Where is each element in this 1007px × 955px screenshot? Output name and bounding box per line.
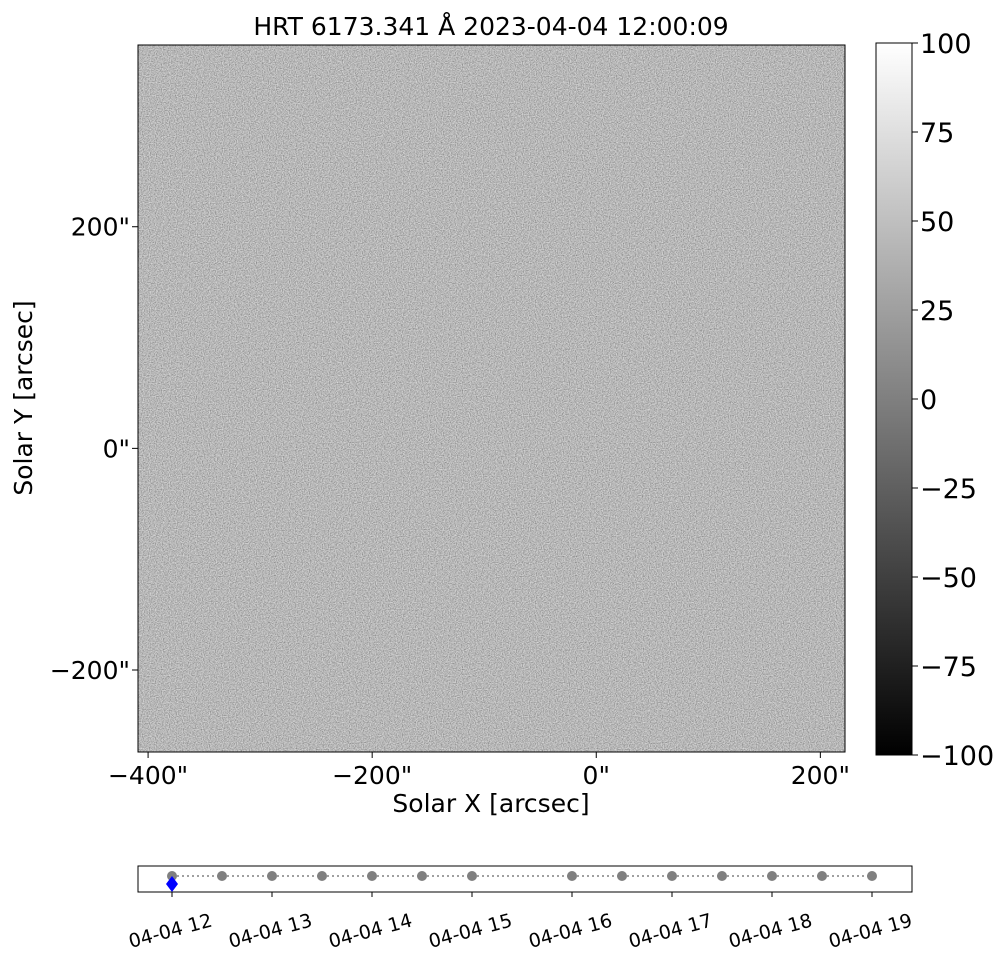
colorbar-tick-label: −100 xyxy=(920,741,994,772)
timeline-tick-label: 04-04 19 xyxy=(826,910,914,953)
colorbar xyxy=(875,42,913,756)
y-tick-label: 0" xyxy=(103,434,130,463)
timeline-point[interactable] xyxy=(467,871,477,881)
timeline-point[interactable] xyxy=(317,871,327,881)
timeline-point[interactable] xyxy=(617,871,627,881)
timeline-point[interactable] xyxy=(867,871,877,881)
selected-marker xyxy=(166,876,178,892)
x-tick-label: 0" xyxy=(583,761,610,790)
timeline-frame xyxy=(137,865,913,893)
y-tick-label: −200" xyxy=(50,656,130,685)
timeline-point[interactable] xyxy=(367,871,377,881)
chart-title: HRT 6173.341 Å 2023-04-04 12:00:09 xyxy=(253,12,728,41)
timeline-tick-label: 04-04 14 xyxy=(326,910,414,953)
timeline-tick-label: 04-04 18 xyxy=(726,910,814,953)
timeline-point[interactable] xyxy=(417,871,427,881)
colorbar-tick-label: 75 xyxy=(920,118,954,149)
colorbar-tick-label: −50 xyxy=(920,563,977,594)
timeline-point[interactable] xyxy=(717,871,727,881)
x-tick-label: −200" xyxy=(332,761,412,790)
colorbar-tick-label: 100 xyxy=(920,29,972,60)
plot-frame xyxy=(137,44,846,753)
timeline-tick-label: 04-04 15 xyxy=(426,910,514,953)
timeline-point[interactable] xyxy=(217,871,227,881)
timeline-tick-label: 04-04 17 xyxy=(626,910,714,953)
timeline-tick-label: 04-04 16 xyxy=(526,910,614,953)
y-tick-label: 200" xyxy=(71,213,130,242)
colorbar-tick-label: −75 xyxy=(920,652,977,683)
x-tick-label: 200" xyxy=(791,761,850,790)
timeline-tick-label: 04-04 13 xyxy=(226,910,314,953)
magnetogram-image xyxy=(138,45,845,752)
colorbar-tick-label: 0 xyxy=(920,385,937,416)
timeline-point[interactable] xyxy=(567,871,577,881)
colorbar-tick-label: 50 xyxy=(920,207,954,238)
colorbar-tick-label: −25 xyxy=(920,474,977,505)
timeline-tick-label: 04-04 12 xyxy=(126,910,214,953)
timeline-point[interactable] xyxy=(817,871,827,881)
x-axis-label: Solar X [arcsec] xyxy=(392,789,589,818)
y-axis-label: Solar Y [arcsec] xyxy=(9,300,38,495)
timeline-point[interactable] xyxy=(667,871,677,881)
timeline-point[interactable] xyxy=(267,871,277,881)
timeline-point[interactable] xyxy=(767,871,777,881)
colorbar-tick-label: 25 xyxy=(920,296,954,327)
x-tick-label: −400" xyxy=(108,761,188,790)
